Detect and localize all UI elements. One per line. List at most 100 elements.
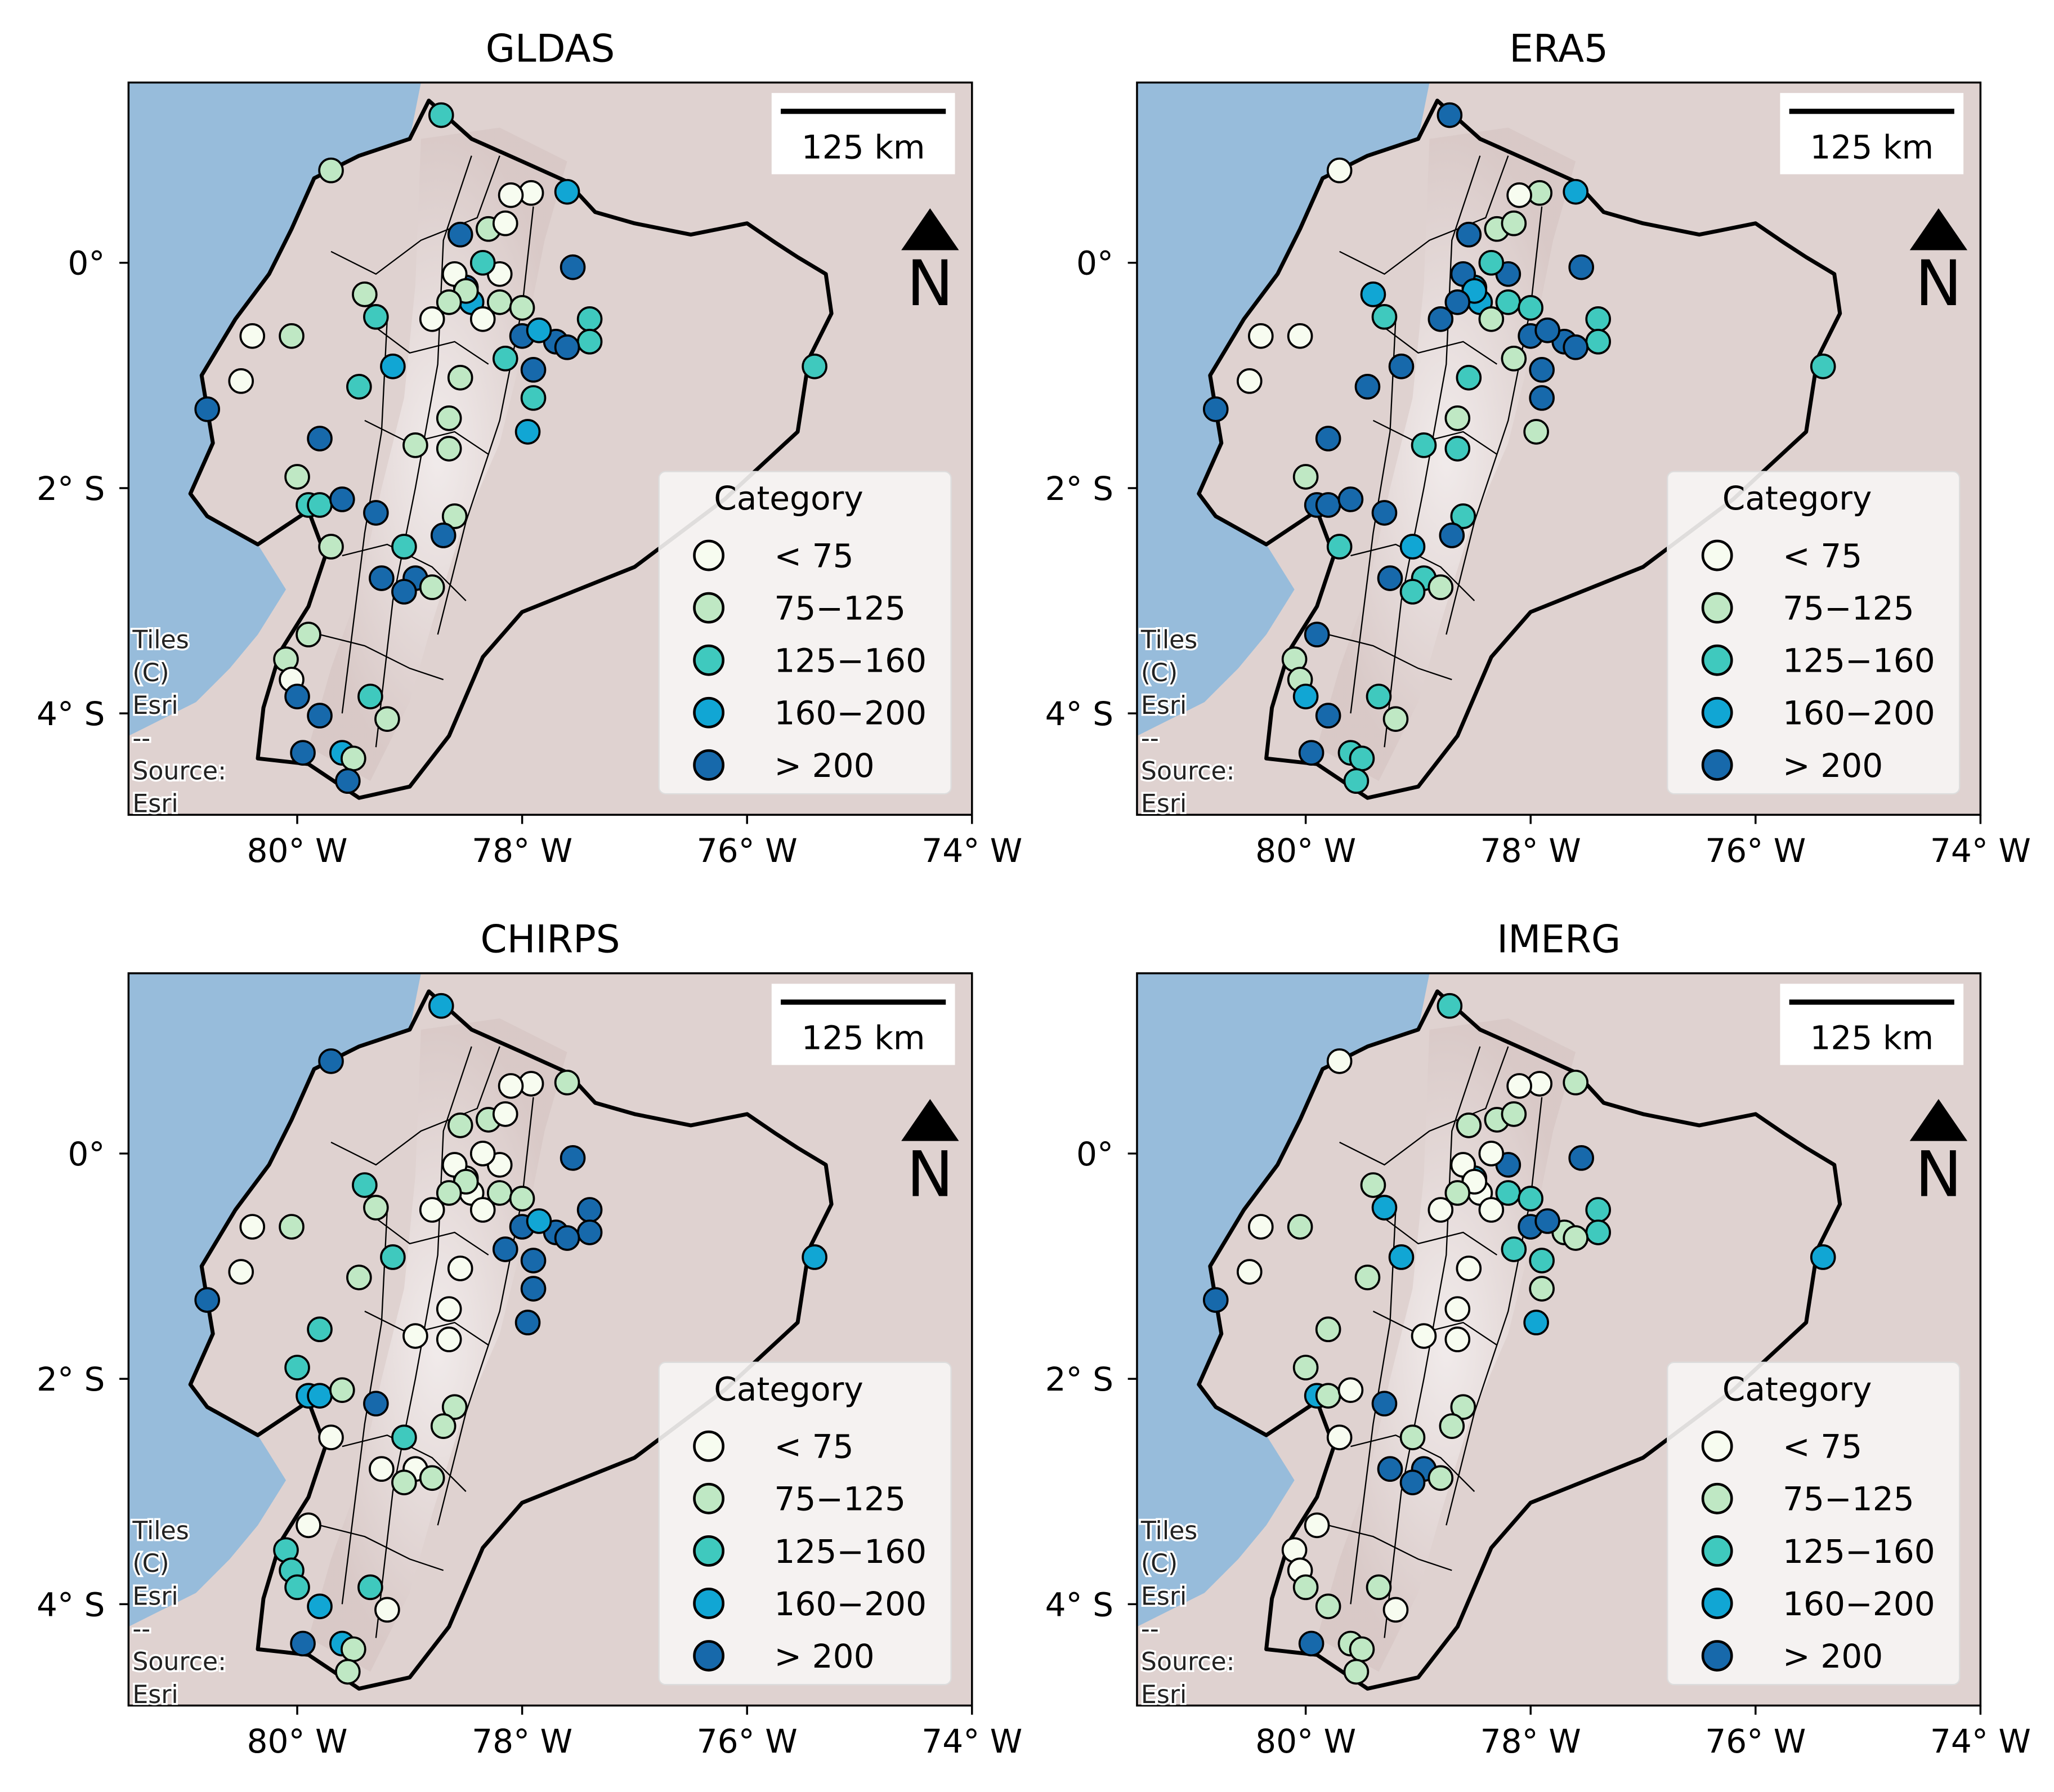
attribution: Tiles (C) Esri -- Source: Esri: [130, 1514, 229, 1711]
station-marker: [284, 683, 310, 709]
x-tick-label: 76° W: [697, 832, 798, 870]
station-marker: [1248, 1214, 1274, 1240]
station-marker: [1377, 1456, 1403, 1482]
station-marker: [1563, 178, 1588, 205]
station-marker: [363, 1195, 389, 1221]
station-marker: [436, 1326, 462, 1352]
legend-marker: [1701, 1430, 1733, 1462]
x-tick-label: 78° W: [1480, 832, 1581, 870]
station-marker: [1523, 1310, 1549, 1335]
legend-label: < 75: [1783, 537, 1862, 575]
station-marker: [436, 289, 462, 315]
station-marker: [363, 304, 389, 330]
station-marker: [576, 1197, 603, 1223]
legend-label: < 75: [1783, 1428, 1862, 1466]
station-marker: [363, 500, 389, 526]
station-marker: [1568, 1145, 1594, 1171]
station-marker: [576, 329, 603, 355]
station-marker: [335, 1659, 361, 1685]
legend-label: 125−160: [1783, 1532, 1935, 1571]
station-marker: [576, 1219, 603, 1245]
province-border: [437, 206, 534, 635]
station-marker: [520, 357, 547, 383]
legend-marker: [1701, 539, 1733, 571]
station-marker: [1427, 1465, 1454, 1491]
x-tick-label: 76° W: [1705, 832, 1806, 870]
station-marker: [554, 1225, 580, 1251]
station-marker: [447, 1255, 473, 1281]
panel-title: CHIRPS: [480, 917, 620, 962]
station-marker: [1292, 464, 1319, 490]
map-panel-imerg: IMERG 80° W 78° W 76° W 74° W 0° 2° S 4° S 125 k…: [1045, 917, 2031, 1761]
station-marker: [1371, 500, 1398, 526]
station-marker: [436, 1296, 462, 1322]
y-tick-label: 2° S: [1045, 1360, 1113, 1398]
station-marker: [1501, 1236, 1527, 1262]
legend-label: > 200: [1783, 1637, 1883, 1675]
province-border: [341, 319, 388, 714]
station-marker: [526, 318, 552, 343]
station-marker: [447, 1112, 473, 1138]
panel-frame: [1136, 81, 1982, 816]
station-marker: [802, 1244, 827, 1270]
station-marker: [492, 346, 518, 372]
station-marker: [1202, 396, 1229, 422]
scale-bar-background: [1780, 93, 1964, 175]
station-marker: [1506, 1073, 1532, 1099]
legend-label: < 75: [774, 537, 853, 575]
station-marker: [1360, 281, 1386, 307]
station-marker: [318, 1424, 344, 1450]
station-marker: [486, 1180, 513, 1206]
station-marker: [1427, 1197, 1454, 1223]
legend-box: [1667, 471, 1961, 795]
province-border: [1384, 155, 1481, 748]
station-marker: [1326, 157, 1353, 184]
legend-title: Category: [1722, 1370, 1872, 1408]
station-marker: [357, 683, 383, 709]
station-marker: [352, 1172, 378, 1198]
station-marker: [1315, 1316, 1341, 1342]
attribution-line: Esri: [1141, 1582, 1187, 1611]
map-basemap: [128, 82, 972, 815]
ocean: [128, 82, 421, 736]
station-marker: [1437, 102, 1463, 128]
station-marker: [296, 622, 321, 647]
station-marker: [1529, 1248, 1555, 1273]
station-marker: [1337, 1377, 1364, 1403]
station-marker: [374, 706, 400, 732]
scale-bar: 125 km: [1780, 93, 1964, 175]
station-marker: [1382, 706, 1409, 732]
legend: Category < 75 75−125 125−160 160−200 > 200: [1667, 471, 1961, 795]
station-marker: [1388, 353, 1415, 379]
attribution-line: Tiles: [1140, 1517, 1197, 1545]
station-marker: [279, 1214, 305, 1240]
x-tick-label: 74° W: [1930, 832, 2031, 870]
legend: Category < 75 75−125 125−160 160−200 > 200: [1667, 1361, 1961, 1686]
station-marker: [509, 1186, 535, 1212]
station-marker: [1506, 182, 1532, 208]
station-marker: [1326, 534, 1353, 560]
legend-label: 75−125: [774, 589, 906, 628]
attribution-line: (C): [132, 1549, 169, 1578]
station-marker: [329, 1377, 355, 1403]
x-tick-label: 78° W: [472, 832, 572, 870]
attribution-line: Esri: [1141, 790, 1187, 819]
station-marker: [284, 1574, 310, 1601]
panel-frame: [127, 81, 973, 816]
station-marker: [380, 1244, 406, 1270]
legend-marker: [693, 539, 725, 571]
station-marker: [1444, 405, 1471, 431]
station-marker: [1563, 1225, 1588, 1251]
station-marker: [1444, 1296, 1471, 1322]
attribution-line: (C): [1141, 1549, 1178, 1578]
y-tick-label: 2° S: [37, 470, 105, 508]
station-marker: [329, 486, 355, 512]
station-marker: [1343, 768, 1370, 794]
y-tick-label: 2° S: [1045, 470, 1113, 508]
x-tick-label: 80° W: [247, 1722, 347, 1760]
legend-marker: [1701, 749, 1733, 781]
legend-label: > 200: [1783, 747, 1883, 785]
station-marker: [290, 1630, 316, 1657]
station-marker: [307, 426, 333, 452]
